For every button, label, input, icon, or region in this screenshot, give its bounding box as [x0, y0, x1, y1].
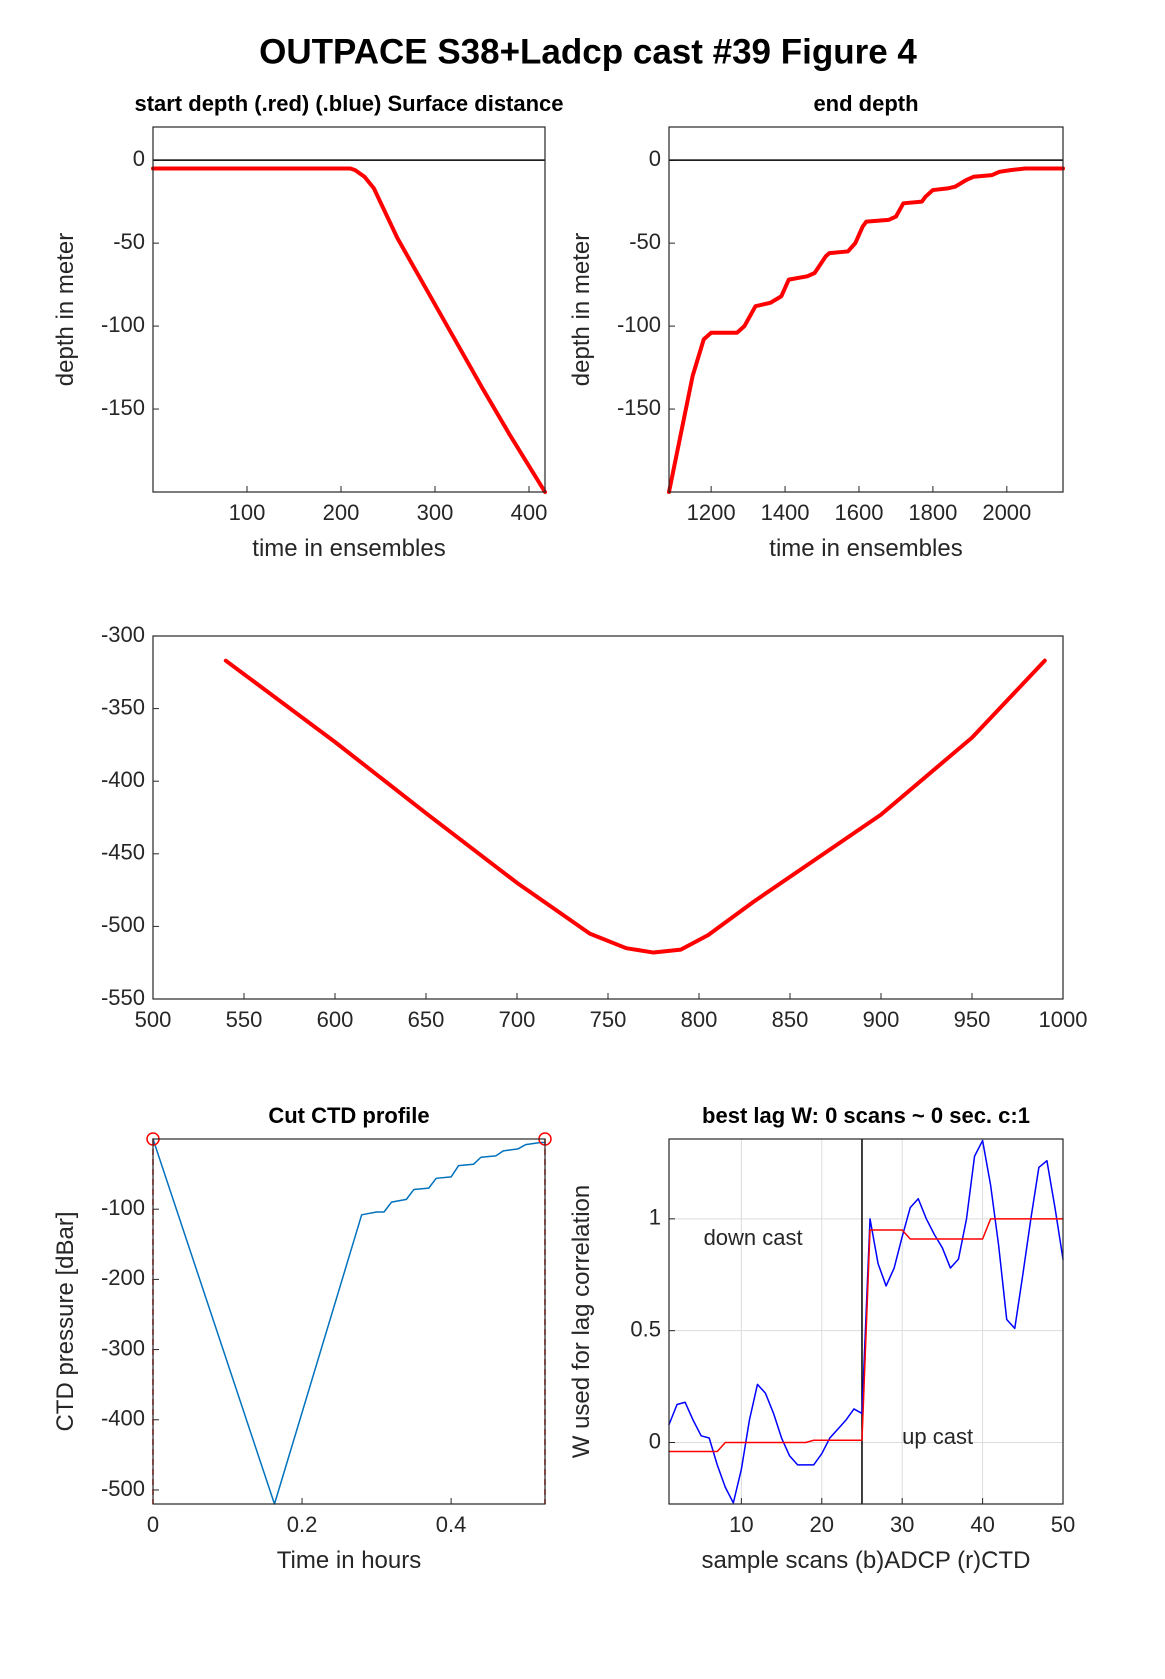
x-tick-label: 30 — [890, 1512, 914, 1537]
x-axis-label: Time in hours — [277, 1547, 422, 1574]
x-tick-label: 800 — [681, 1007, 718, 1032]
y-tick-label: -100 — [617, 312, 661, 337]
x-tick-label: 950 — [954, 1007, 991, 1032]
x-axis-label: time in ensembles — [769, 535, 962, 562]
x-tick-label: 900 — [863, 1007, 900, 1032]
axes-box — [152, 126, 546, 493]
x-tick-label: 600 — [317, 1007, 354, 1032]
x-tick-label: 400 — [511, 500, 548, 525]
x-tick-label: 2000 — [982, 500, 1031, 525]
panel: 100 200 300 400 -150 -100 -50 0 start depth (.re… — [52, 91, 564, 562]
y-tick-label: -450 — [101, 840, 145, 865]
x-tick-label: 500 — [135, 1007, 172, 1032]
y-tick-label: -150 — [101, 395, 145, 420]
y-tick-label: -500 — [101, 912, 145, 937]
data-line — [152, 1138, 546, 1505]
y-tick-label: 0 — [133, 146, 145, 171]
data-line — [223, 658, 1047, 955]
y-tick-label: -500 — [101, 1476, 145, 1501]
x-axis-label: time in ensembles — [252, 535, 445, 562]
panel: 500 550 600 650 700 750 800 850 900 950 1000 -550 -5… — [101, 622, 1088, 1032]
panel-title: end depth — [813, 91, 918, 116]
data-line — [667, 166, 1065, 494]
y-axis-label: CTD pressure [dBar] — [52, 1211, 79, 1431]
x-tick-label: 700 — [499, 1007, 536, 1032]
annotation: up cast — [902, 1424, 973, 1449]
x-tick-label: 1800 — [908, 500, 957, 525]
axes-box — [152, 635, 1064, 1000]
x-tick-label: 300 — [417, 500, 454, 525]
x-tick-label: 40 — [970, 1512, 994, 1537]
y-tick-label: -400 — [101, 767, 145, 792]
y-tick-label: -150 — [617, 395, 661, 420]
y-tick-label: -100 — [101, 312, 145, 337]
panel: 1200 1400 1600 1800 2000 -150 -100 -50 0 end dept… — [568, 91, 1065, 562]
x-tick-label: 0.4 — [436, 1512, 467, 1537]
y-tick-label: -50 — [113, 229, 145, 254]
y-tick-label: -200 — [101, 1265, 145, 1290]
y-tick-label: -550 — [101, 985, 145, 1010]
y-tick-label: -50 — [629, 229, 661, 254]
axes-box — [668, 1138, 1064, 1505]
panel-title: best lag W: 0 scans ~ 0 sec. c:1 — [702, 1103, 1030, 1128]
x-tick-label: 850 — [772, 1007, 809, 1032]
y-tick-label: -350 — [101, 694, 145, 719]
y-tick-label: -100 — [101, 1195, 145, 1220]
x-tick-label: 0.2 — [287, 1512, 318, 1537]
x-tick-label: 1400 — [761, 500, 810, 525]
x-tick-label: 1200 — [687, 500, 736, 525]
x-tick-label: 0 — [147, 1512, 159, 1537]
annotation: down cast — [704, 1225, 803, 1250]
figure-title: OUTPACE S38+Ladcp cast #39 Figure 4 — [259, 32, 917, 71]
y-tick-label: -400 — [101, 1406, 145, 1431]
y-axis-label: depth in meter — [568, 233, 595, 386]
y-tick-label: -300 — [101, 1335, 145, 1360]
x-tick-label: 10 — [729, 1512, 753, 1537]
panel-title: Cut CTD profile — [268, 1103, 429, 1128]
x-tick-label: 200 — [323, 500, 360, 525]
y-tick-label: 0 — [649, 1428, 661, 1453]
panel: 0 0.2 0.4 -500 -400 -300 -200 -100 Cut CTD profi… — [52, 1103, 552, 1574]
x-tick-label: 550 — [226, 1007, 263, 1032]
x-tick-label: 20 — [810, 1512, 834, 1537]
x-tick-label: 1600 — [835, 500, 884, 525]
x-axis-label: sample scans (b)ADCP (r)CTD — [702, 1547, 1031, 1574]
data-line — [151, 166, 547, 494]
y-tick-label: 1 — [649, 1205, 661, 1230]
data-line — [668, 1218, 1064, 1453]
axes-box — [152, 1138, 546, 1505]
panel-title: start depth (.red) (.blue) Surface dista… — [134, 91, 563, 116]
x-tick-label: 50 — [1051, 1512, 1075, 1537]
y-tick-label: 0.5 — [630, 1316, 661, 1341]
x-tick-label: 650 — [408, 1007, 445, 1032]
axes-box — [668, 126, 1064, 493]
panel: 10 20 30 40 50 0 0.5 1 down cast up cast best lag … — [568, 1103, 1075, 1574]
x-tick-label: 750 — [590, 1007, 627, 1032]
y-axis-label: W used for lag correlation — [568, 1185, 595, 1458]
x-tick-label: 1000 — [1039, 1007, 1088, 1032]
y-axis-label: depth in meter — [52, 233, 79, 386]
y-tick-label: -300 — [101, 622, 145, 647]
x-tick-label: 100 — [229, 500, 266, 525]
y-tick-label: 0 — [649, 146, 661, 171]
